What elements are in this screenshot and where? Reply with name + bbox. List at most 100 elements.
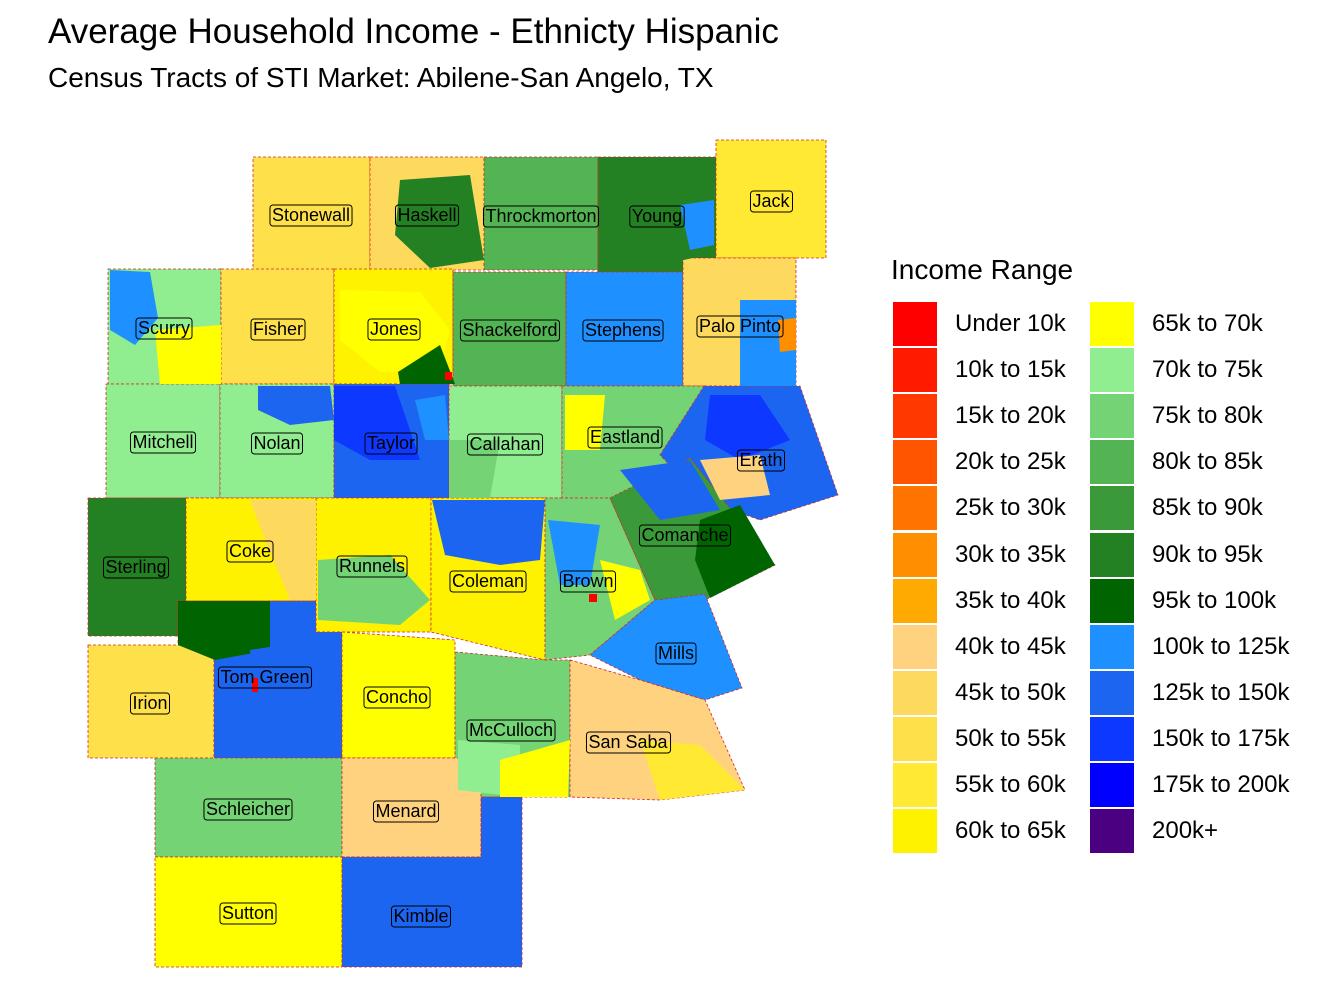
legend-label: 95k to 100k [1152, 586, 1277, 614]
legend-item: 10k to 15k [893, 348, 1066, 393]
legend-item: Under 10k [893, 302, 1066, 346]
legend-item: 60k to 65k [893, 809, 1066, 854]
legend-label: 50k to 55k [955, 724, 1066, 752]
county-label-runnels: Runnels [336, 555, 408, 578]
svg-text:Nolan: Nolan [253, 433, 300, 453]
county-label-fisher: Fisher [250, 318, 306, 341]
legend-swatch [1090, 394, 1134, 439]
tract-patch [640, 740, 745, 800]
tract-patch [548, 520, 600, 585]
county-label-menard: Menard [372, 800, 440, 823]
legend-item: 50k to 55k [893, 716, 1066, 761]
county-mills [589, 593, 743, 701]
legend-label: 125k to 150k [1152, 678, 1290, 706]
tract-patch [318, 555, 430, 625]
legend-item: 80k to 85k [1090, 440, 1263, 485]
map-title: Average Household Income - Ethnicty Hisp… [48, 12, 779, 51]
county-label-mitchell: Mitchell [129, 431, 197, 454]
legend-swatch [893, 348, 937, 393]
county-label-haskell: Haskell [394, 204, 460, 227]
county-label-tom-green: Tom Green [217, 666, 313, 689]
tract-patch [250, 500, 316, 600]
legend-swatch [1090, 302, 1134, 346]
svg-text:Coleman: Coleman [452, 571, 524, 591]
legend-item: 55k to 60k [893, 763, 1066, 807]
svg-text:Jack: Jack [752, 191, 790, 211]
legend-label: 15k to 20k [955, 402, 1066, 430]
county-label-coke: Coke [226, 540, 274, 563]
legend-swatch [893, 532, 937, 577]
tract-patch [600, 560, 650, 620]
legend-swatch [1090, 763, 1134, 807]
tract-patch [589, 594, 597, 602]
county-label-scurry: Scurry [135, 317, 193, 340]
svg-text:Coke: Coke [229, 541, 271, 561]
svg-text:Tom Green: Tom Green [220, 667, 309, 687]
legend-swatch [893, 763, 937, 807]
tract-patch [398, 345, 455, 384]
legend-item: 25k to 30k [893, 486, 1066, 531]
legend-label: 25k to 30k [955, 494, 1066, 522]
legend-swatch [893, 670, 937, 715]
legend-swatch [1090, 348, 1134, 393]
legend-item: 15k to 20k [893, 394, 1066, 439]
county-label-mills: Mills [655, 642, 697, 665]
legend-item: 125k to 150k [1090, 670, 1290, 715]
legend-item: 20k to 25k [893, 440, 1066, 485]
svg-text:Menard: Menard [375, 801, 436, 821]
svg-text:Runnels: Runnels [339, 556, 405, 576]
tract-patch [415, 395, 449, 440]
tract-patch [700, 455, 770, 500]
tract-patch [620, 460, 720, 520]
legend-title: Income Range [891, 254, 1074, 285]
county-label-schleicher: Schleicher [203, 798, 293, 821]
legend-swatch [1090, 670, 1134, 715]
legend-swatch [893, 440, 937, 485]
tract-patch [178, 601, 270, 660]
tract-patch [250, 640, 342, 720]
county-label-kimble: Kimble [390, 905, 452, 928]
legend-swatch [1090, 440, 1134, 485]
county-label-erath: Erath [736, 449, 786, 472]
legend-item: 75k to 80k [1090, 394, 1263, 439]
tract-patch [395, 175, 484, 268]
tract-patch [340, 290, 450, 372]
legend-item: 65k to 70k [1090, 302, 1263, 346]
legend-item: 95k to 100k [1090, 578, 1277, 623]
tract-patch [705, 395, 790, 460]
svg-text:Concho: Concho [366, 687, 428, 707]
legend-swatch [1090, 624, 1134, 669]
legend-label: 70k to 75k [1152, 356, 1263, 384]
tract-patch [778, 318, 796, 352]
svg-text:Shackelford: Shackelford [462, 320, 557, 340]
county-label-brown: Brown [559, 570, 617, 593]
legend-swatch [1090, 809, 1134, 854]
county-label-throckmorton: Throckmorton [482, 205, 600, 228]
svg-text:Schleicher: Schleicher [206, 799, 290, 819]
legend-label: 80k to 85k [1152, 448, 1263, 476]
county-label-jones: Jones [367, 318, 421, 341]
tract-patch [258, 386, 334, 425]
county-label-taylor: Taylor [364, 432, 418, 455]
tract-patch [432, 500, 545, 565]
svg-text:Mills: Mills [658, 643, 694, 663]
svg-text:Stephens: Stephens [585, 320, 661, 340]
county-jack [715, 139, 827, 259]
svg-text:Callahan: Callahan [469, 434, 540, 454]
tract-patch [500, 740, 570, 797]
legend-swatch [1090, 486, 1134, 531]
county-label-shackelford: Shackelford [459, 319, 561, 342]
svg-text:Comanche: Comanche [641, 525, 728, 545]
svg-text:Fisher: Fisher [253, 319, 303, 339]
tract-patch [600, 182, 706, 270]
legend-item: 200k+ [1090, 809, 1218, 854]
legend-label: 40k to 45k [955, 632, 1066, 660]
county-label-stephens: Stephens [582, 319, 664, 342]
svg-text:Eastland: Eastland [590, 427, 660, 447]
svg-text:Kimble: Kimble [393, 906, 448, 926]
legend-label: 85k to 90k [1152, 494, 1263, 522]
svg-text:San Saba: San Saba [588, 732, 668, 752]
county-label-jack: Jack [749, 190, 794, 213]
legend-item: 30k to 35k [893, 532, 1066, 577]
